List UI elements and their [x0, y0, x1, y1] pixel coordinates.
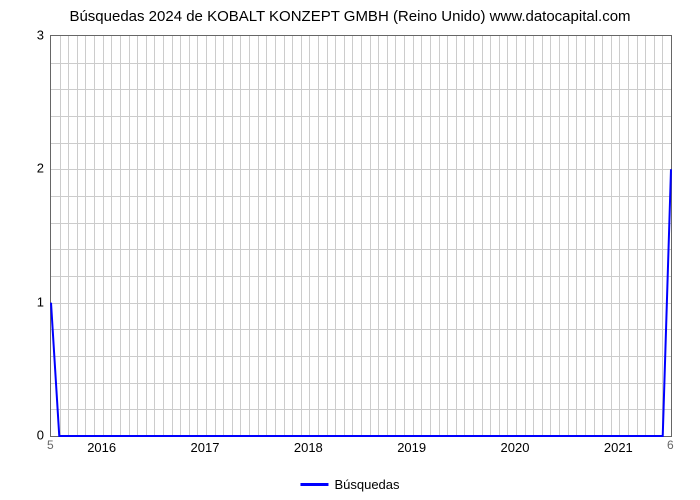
legend-swatch — [300, 483, 328, 486]
line-series-svg — [51, 36, 671, 436]
x-axis-tick-label: 2019 — [397, 440, 426, 455]
legend: Búsquedas — [300, 477, 399, 492]
legend-label: Búsquedas — [334, 477, 399, 492]
y-axis-tick-label: 3 — [37, 28, 44, 43]
chart-title: Búsquedas 2024 de KOBALT KONZEPT GMBH (R… — [0, 0, 700, 25]
y-axis-tick-label: 1 — [37, 294, 44, 309]
x-axis-tick-label: 2018 — [294, 440, 323, 455]
chart-container: Búsquedas 2024 de KOBALT KONZEPT GMBH (R… — [0, 0, 700, 500]
x-axis-tick-label: 2021 — [604, 440, 633, 455]
x-axis-tick-label: 2020 — [501, 440, 530, 455]
y-axis-tick-label: 2 — [37, 161, 44, 176]
plot-area — [50, 35, 672, 437]
x-axis-corner-right: 6 — [667, 438, 674, 452]
x-axis-tick-label: 2017 — [191, 440, 220, 455]
x-axis-tick-label: 2016 — [87, 440, 116, 455]
x-axis-corner-left: 5 — [47, 438, 54, 452]
y-axis-tick-label: 0 — [37, 428, 44, 443]
